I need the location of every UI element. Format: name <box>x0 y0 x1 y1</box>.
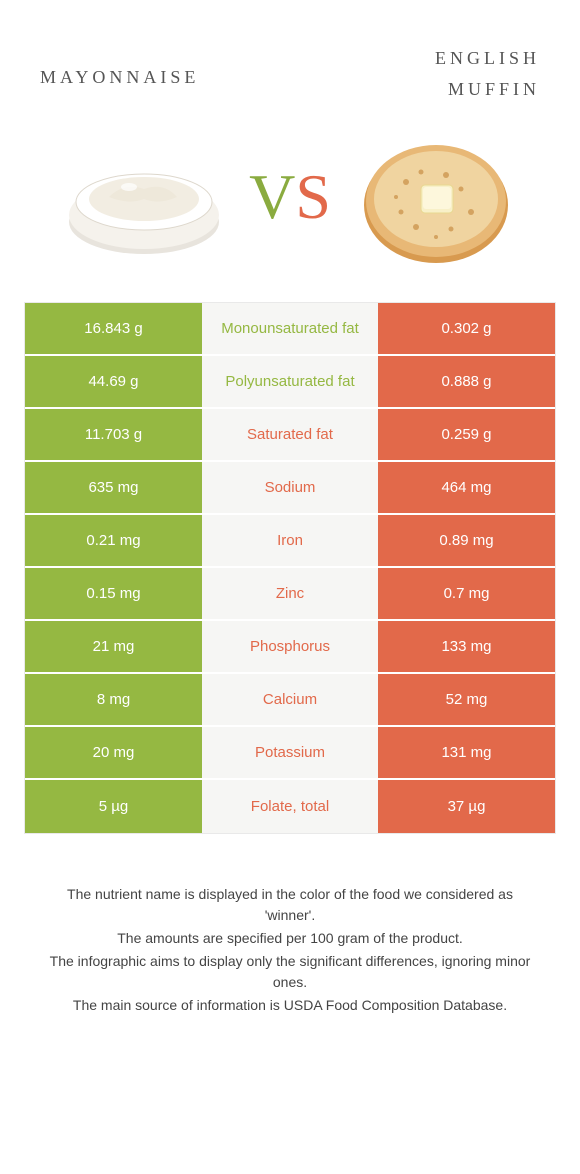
cell-right-value: 37 µg <box>378 780 555 833</box>
cell-left-value: 16.843 g <box>25 303 202 354</box>
cell-right-value: 133 mg <box>378 621 555 672</box>
cell-nutrient-label: Polyunsaturated fat <box>202 356 378 407</box>
table-row: 0.15 mgZinc0.7 mg <box>25 568 555 621</box>
cell-nutrient-label: Monounsaturated fat <box>202 303 378 354</box>
table-row: 5 µgFolate, total37 µg <box>25 780 555 833</box>
vs-row: VS <box>0 112 580 302</box>
cell-nutrient-label: Zinc <box>202 568 378 619</box>
cell-left-value: 20 mg <box>25 727 202 778</box>
title-left: mayonnaise <box>40 40 290 90</box>
title-right-line1: english <box>435 41 540 70</box>
cell-left-value: 635 mg <box>25 462 202 513</box>
table-row: 21 mgPhosphorus133 mg <box>25 621 555 674</box>
table-row: 11.703 gSaturated fat0.259 g <box>25 409 555 462</box>
cell-left-value: 0.15 mg <box>25 568 202 619</box>
footer-line4: The main source of information is USDA F… <box>40 995 540 1016</box>
title-right-line2: muffin <box>448 72 540 101</box>
cell-right-value: 0.89 mg <box>378 515 555 566</box>
table-row: 8 mgCalcium52 mg <box>25 674 555 727</box>
vs-s: S <box>295 161 331 232</box>
cell-right-value: 464 mg <box>378 462 555 513</box>
cell-nutrient-label: Potassium <box>202 727 378 778</box>
cell-left-value: 8 mg <box>25 674 202 725</box>
cell-left-value: 44.69 g <box>25 356 202 407</box>
cell-nutrient-label: Calcium <box>202 674 378 725</box>
footer-line2: The amounts are specified per 100 gram o… <box>40 928 540 949</box>
cell-right-value: 0.259 g <box>378 409 555 460</box>
cell-nutrient-label: Sodium <box>202 462 378 513</box>
table-row: 635 mgSodium464 mg <box>25 462 555 515</box>
english-muffin-image <box>351 122 521 272</box>
cell-right-value: 0.7 mg <box>378 568 555 619</box>
vs-v: V <box>249 161 295 232</box>
table-row: 20 mgPotassium131 mg <box>25 727 555 780</box>
vs-label: VS <box>249 160 331 234</box>
title-right: english muffin <box>290 40 540 102</box>
cell-left-value: 11.703 g <box>25 409 202 460</box>
table-row: 16.843 gMonounsaturated fat0.302 g <box>25 303 555 356</box>
footer: The nutrient name is displayed in the co… <box>0 834 580 1016</box>
header: mayonnaise english muffin <box>0 0 580 112</box>
footer-line1: The nutrient name is displayed in the co… <box>40 884 540 926</box>
table-row: 0.21 mgIron0.89 mg <box>25 515 555 568</box>
cell-right-value: 0.302 g <box>378 303 555 354</box>
cell-left-value: 0.21 mg <box>25 515 202 566</box>
cell-right-value: 0.888 g <box>378 356 555 407</box>
cell-left-value: 21 mg <box>25 621 202 672</box>
cell-left-value: 5 µg <box>25 780 202 833</box>
footer-line3: The infographic aims to display only the… <box>40 951 540 993</box>
cell-right-value: 131 mg <box>378 727 555 778</box>
cell-nutrient-label: Saturated fat <box>202 409 378 460</box>
cell-right-value: 52 mg <box>378 674 555 725</box>
mayonnaise-image <box>59 122 229 272</box>
cell-nutrient-label: Folate, total <box>202 780 378 833</box>
cell-nutrient-label: Iron <box>202 515 378 566</box>
table-row: 44.69 gPolyunsaturated fat0.888 g <box>25 356 555 409</box>
cell-nutrient-label: Phosphorus <box>202 621 378 672</box>
nutrient-table: 16.843 gMonounsaturated fat0.302 g44.69 … <box>24 302 556 834</box>
